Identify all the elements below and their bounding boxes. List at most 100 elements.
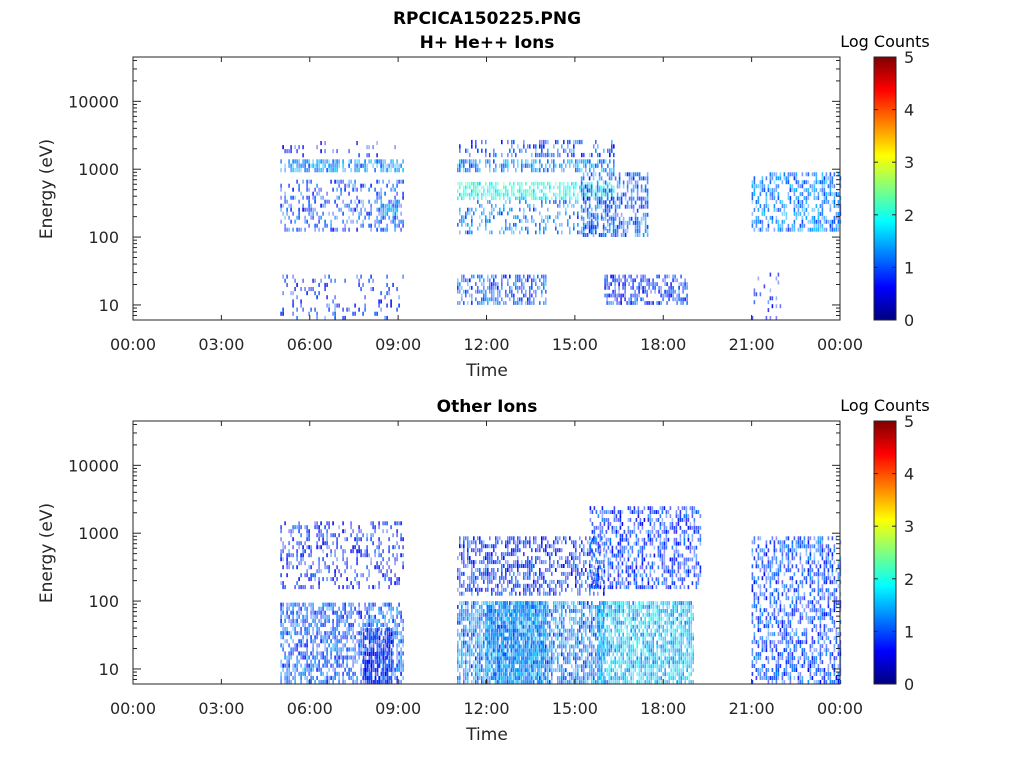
heatmap-cell bbox=[362, 199, 364, 204]
heatmap-cell bbox=[636, 172, 639, 177]
heatmap-cell bbox=[461, 163, 463, 168]
heatmap-cell bbox=[563, 139, 565, 145]
heatmap-cell bbox=[505, 219, 507, 223]
heatmap-cell bbox=[599, 601, 601, 605]
heatmap-cell bbox=[342, 307, 344, 312]
heatmap-cell bbox=[290, 219, 292, 224]
heatmap-cell bbox=[489, 181, 491, 186]
heatmap-cell bbox=[565, 628, 567, 633]
heatmap-cell bbox=[457, 652, 459, 657]
heatmap-cell bbox=[328, 521, 330, 526]
heatmap-cell bbox=[523, 211, 525, 216]
heatmap-cell bbox=[517, 672, 519, 677]
heatmap-cell bbox=[551, 668, 553, 673]
heatmap-cell bbox=[473, 612, 475, 617]
heatmap-cell bbox=[483, 192, 485, 197]
heatmap-cell bbox=[306, 675, 308, 680]
heatmap-cell bbox=[575, 616, 577, 621]
heatmap-cell bbox=[338, 585, 340, 590]
heatmap-cell bbox=[628, 204, 631, 209]
heatmap-cell bbox=[487, 274, 489, 279]
heatmap-cell bbox=[646, 192, 649, 197]
heatmap-cell bbox=[318, 581, 320, 586]
heatmap-cell bbox=[618, 220, 621, 225]
heatmap-cell bbox=[308, 533, 310, 538]
heatmap-cell bbox=[312, 655, 314, 660]
heatmap-cell bbox=[390, 675, 392, 680]
heatmap-cell bbox=[364, 215, 366, 220]
heatmap-cell bbox=[607, 163, 609, 168]
heatmap-cell bbox=[465, 616, 467, 621]
heatmap-cell bbox=[587, 159, 589, 164]
heatmap-cell bbox=[592, 220, 595, 225]
heatmap-cell bbox=[561, 222, 563, 227]
heatmap-cell bbox=[330, 655, 332, 660]
heatmap-cell bbox=[565, 648, 567, 653]
heatmap-cell bbox=[332, 159, 334, 164]
heatmap-cell bbox=[656, 282, 658, 286]
heatmap-cell bbox=[610, 176, 613, 181]
heatmap-cell bbox=[280, 187, 282, 192]
heatmap-cell bbox=[541, 672, 543, 677]
heatmap-cell bbox=[801, 219, 804, 224]
heatmap-cell bbox=[674, 289, 676, 294]
heatmap-cell bbox=[457, 196, 459, 201]
heatmap-cell bbox=[326, 303, 328, 308]
heatmap-cell bbox=[580, 216, 583, 221]
heatmap-cell bbox=[579, 648, 581, 653]
heatmap-cell bbox=[326, 679, 328, 684]
heatmap-cell bbox=[320, 141, 322, 146]
heatmap-cell bbox=[288, 183, 290, 188]
heatmap-cell bbox=[833, 200, 836, 204]
heatmap-cell bbox=[755, 184, 758, 189]
heatmap-cell bbox=[300, 525, 302, 530]
heatmap-cell bbox=[626, 200, 629, 205]
heatmap-cell bbox=[499, 196, 501, 201]
heatmap-cell bbox=[492, 605, 495, 609]
heatmap-cell bbox=[358, 631, 360, 636]
heatmap-cell bbox=[573, 676, 575, 680]
heatmap-cell bbox=[386, 672, 389, 676]
heatmap-cell bbox=[486, 664, 489, 669]
heatmap-cell bbox=[352, 549, 354, 554]
heatmap-cell bbox=[336, 610, 338, 615]
heatmap-cell bbox=[308, 577, 310, 582]
heatmap-cell bbox=[505, 293, 507, 298]
heatmap-cell bbox=[541, 293, 543, 298]
heatmap-cell bbox=[394, 211, 397, 216]
heatmap-cell bbox=[575, 612, 577, 617]
heatmap-cell bbox=[545, 660, 547, 665]
heatmap-cell bbox=[604, 274, 606, 279]
heatmap-cell bbox=[781, 227, 784, 232]
heatmap-cell bbox=[459, 185, 461, 190]
heatmap-cell bbox=[642, 204, 645, 209]
heatmap-cell bbox=[372, 636, 375, 641]
heatmap-cell bbox=[618, 216, 621, 221]
heatmap-cell bbox=[358, 529, 360, 534]
heatmap-cell bbox=[632, 286, 634, 290]
heatmap-cell bbox=[553, 644, 555, 649]
heatmap-cell bbox=[769, 215, 772, 220]
heatmap-cell bbox=[664, 293, 666, 298]
heatmap-cell bbox=[402, 168, 404, 173]
heatmap-cell bbox=[457, 640, 459, 645]
heatmap-cell bbox=[523, 163, 525, 168]
heatmap-cell bbox=[607, 148, 609, 153]
heatmap-cell bbox=[463, 624, 465, 629]
heatmap-cell bbox=[326, 655, 328, 660]
heatmap-cell bbox=[580, 176, 583, 181]
heatmap-cell bbox=[396, 577, 398, 582]
heatmap-cell bbox=[394, 145, 396, 150]
heatmap-cell bbox=[368, 656, 371, 660]
heatmap-cell bbox=[626, 229, 629, 233]
heatmap-cell bbox=[362, 553, 364, 558]
heatmap-cell bbox=[374, 656, 377, 660]
heatmap-cell bbox=[493, 656, 495, 661]
heatmap-cell bbox=[461, 640, 463, 645]
heatmap-cell bbox=[481, 139, 483, 145]
heatmap-cell bbox=[487, 672, 489, 677]
heatmap-cell bbox=[394, 545, 396, 550]
heatmap-cell bbox=[571, 159, 573, 164]
heatmap-cell bbox=[581, 159, 583, 164]
heatmap-cell bbox=[336, 215, 338, 220]
